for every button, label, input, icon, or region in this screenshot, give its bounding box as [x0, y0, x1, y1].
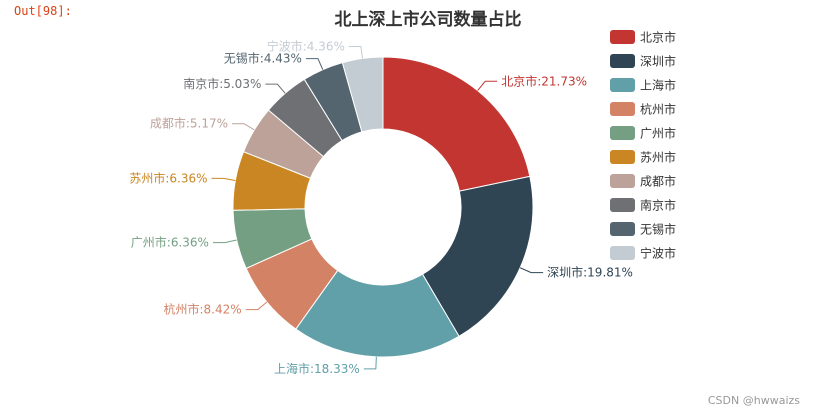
slice-label: 北京市:21.73% — [501, 73, 587, 88]
pie-slices — [232, 56, 534, 358]
slice-label: 无锡市:4.43% — [224, 51, 302, 66]
slice-labels: 北京市:21.73% 深圳市:19.81% 上海市:18.33% 杭州市:8.42% 广… — [129, 39, 633, 376]
label-leader-line — [245, 301, 268, 311]
legend-label[interactable]: 深圳市 — [640, 54, 676, 69]
legend-label[interactable]: 南京市 — [640, 198, 676, 213]
pie-slice-2 — [421, 175, 534, 337]
slice-label: 上海市:18.33% — [274, 361, 360, 376]
legend-swatch[interactable] — [610, 126, 635, 140]
label-leader-line — [232, 123, 255, 131]
watermark: CSDN @hwwaizs — [707, 394, 800, 407]
legend-swatch[interactable] — [610, 222, 635, 236]
label-leader-line — [348, 46, 364, 59]
chart-title: 北上深上市公司数量占比 — [335, 9, 522, 30]
legend-swatch[interactable] — [610, 102, 635, 116]
slice-label: 广州市:6.36% — [131, 235, 209, 250]
slice-label: 杭州市:8.42% — [163, 302, 241, 317]
legend-label[interactable]: 上海市 — [640, 78, 676, 93]
legend-label[interactable]: 北京市 — [640, 30, 676, 45]
pie-slice-10 — [341, 56, 384, 133]
pie-slice-1 — [382, 56, 531, 192]
legend-swatch[interactable] — [610, 78, 635, 92]
slice-label: 深圳市:19.81% — [547, 265, 633, 280]
label-leader-line — [363, 356, 377, 370]
legend-label[interactable]: 杭州市 — [640, 102, 676, 117]
legend-label[interactable]: 宁波市 — [640, 246, 676, 261]
legend-swatch[interactable] — [610, 174, 635, 188]
legend-swatch[interactable] — [610, 198, 635, 212]
slice-label: 南京市:5.03% — [183, 76, 261, 91]
label-leader-line — [265, 83, 286, 94]
legend-swatch[interactable] — [610, 150, 635, 164]
legend-label[interactable]: 广州市 — [640, 126, 676, 141]
legend-label[interactable]: 成都市 — [640, 174, 676, 189]
label-leader-line — [212, 239, 237, 244]
label-leader-line — [211, 177, 236, 181]
legend-label[interactable]: 苏州市 — [640, 150, 676, 165]
slice-label: 成都市:5.17% — [150, 116, 228, 131]
legend-swatch[interactable] — [610, 246, 635, 260]
legend-swatch[interactable] — [610, 30, 635, 44]
legend-swatch[interactable] — [610, 54, 635, 68]
slice-label: 宁波市:4.36% — [267, 39, 345, 54]
label-leader-line — [477, 80, 498, 91]
slice-label: 苏州市:6.36% — [129, 170, 207, 185]
label-leader-line — [519, 267, 544, 274]
legend-label[interactable]: 无锡市 — [640, 222, 676, 237]
label-leader-line — [305, 58, 324, 70]
output-prompt: Out[98]: — [14, 4, 72, 18]
